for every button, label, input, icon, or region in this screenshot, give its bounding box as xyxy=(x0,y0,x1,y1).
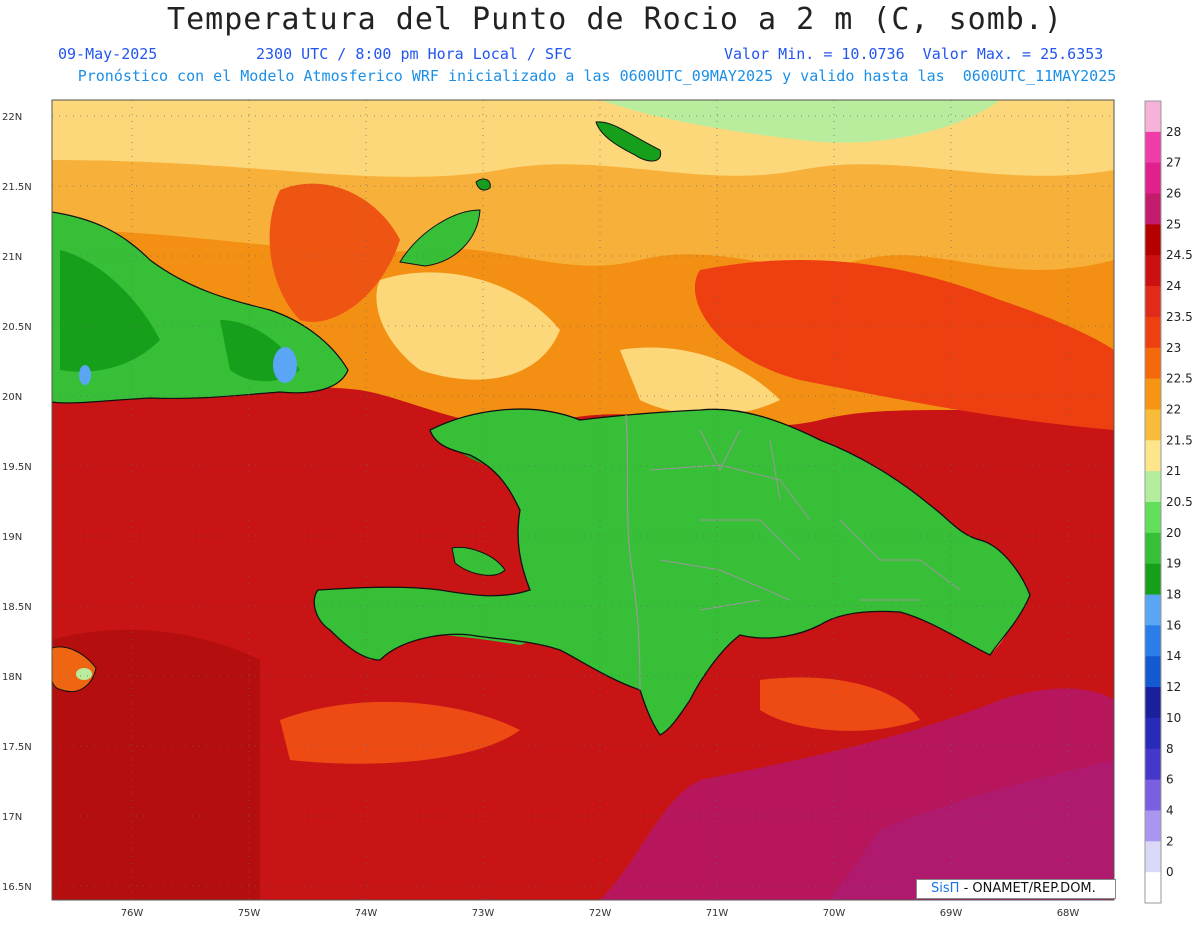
lon-label: 69W xyxy=(940,908,963,919)
lat-label: 19.5N xyxy=(2,462,32,473)
lat-lon-grid xyxy=(52,100,1114,900)
forecast-date: 09-May-2025 xyxy=(58,45,158,63)
colorbar: 2827262524.52423.52322.52221.52120.52019… xyxy=(1144,100,1193,904)
lat-label: 21.5N xyxy=(2,182,32,193)
model-info: Pronóstico con el Modelo Atmosferico WRF… xyxy=(77,67,1117,85)
map-field xyxy=(52,100,1114,900)
latitude-axis: 22N 21.5N 21N 20.5N 20N 19.5N 19N 18.5N … xyxy=(2,112,32,893)
lon-label: 74W xyxy=(355,908,378,919)
colorbar-label: 0 xyxy=(1166,865,1174,879)
colorbar-label: 8 xyxy=(1166,742,1174,756)
colorbar-label: 26 xyxy=(1166,187,1181,201)
colorbar-label: 4 xyxy=(1166,803,1174,817)
lat-label: 19N xyxy=(2,532,22,543)
colorbar-swatch xyxy=(1145,316,1161,349)
colorbar-swatch xyxy=(1145,841,1161,873)
lon-label: 72W xyxy=(589,908,612,919)
credit-box: SisΠ - ONAMET/REP.DOM. xyxy=(916,879,1116,899)
colorbar-swatch xyxy=(1145,687,1161,719)
lat-label: 16.5N xyxy=(2,882,32,893)
colorbar-label: 10 xyxy=(1166,711,1181,725)
colorbar-label: 24 xyxy=(1166,279,1181,293)
colorbar-swatch xyxy=(1145,748,1161,781)
lon-label: 76W xyxy=(121,908,144,919)
colorbar-label: 21.5 xyxy=(1166,433,1193,447)
colorbar-label: 23 xyxy=(1166,341,1181,355)
colorbar-label: 21 xyxy=(1166,464,1181,478)
colorbar-swatch xyxy=(1145,378,1161,411)
colorbar-frame xyxy=(1144,100,1162,904)
colorbar-swatch xyxy=(1145,625,1161,657)
lat-label: 18N xyxy=(2,672,22,683)
colorbar-swatch xyxy=(1145,779,1161,812)
credit-text: - ONAMET/REP.DOM. xyxy=(963,881,1096,896)
colorbar-swatch xyxy=(1145,347,1161,380)
colorbar-swatch xyxy=(1145,131,1161,164)
lat-label: 18.5N xyxy=(2,602,32,613)
lat-label: 17N xyxy=(2,812,22,823)
min-max-values: Valor Min. = 10.0736 Valor Max. = 25.635… xyxy=(724,45,1104,63)
colorbar-label: 18 xyxy=(1166,588,1181,602)
lat-label: 21N xyxy=(2,252,22,263)
colorbar-label: 12 xyxy=(1166,680,1181,694)
lon-label: 75W xyxy=(238,908,261,919)
colorbar-swatch xyxy=(1145,101,1161,133)
colorbar-swatch xyxy=(1145,872,1161,904)
colorbar-label: 14 xyxy=(1166,649,1181,663)
map-title: Temperatura del Punto de Rocio a 2 m (C,… xyxy=(167,2,1063,37)
colorbar-swatch xyxy=(1145,286,1161,318)
colorbar-swatch xyxy=(1145,563,1161,596)
lon-label: 73W xyxy=(472,908,495,919)
lon-label: 71W xyxy=(706,908,729,919)
colorbar-label: 20 xyxy=(1166,526,1181,540)
colorbar-label: 28 xyxy=(1166,125,1181,139)
colorbar-swatch xyxy=(1145,502,1161,534)
lat-label: 22N xyxy=(2,112,22,123)
colorbar-swatch xyxy=(1145,193,1161,225)
colorbar-swatch xyxy=(1145,440,1161,472)
colorbar-label: 2 xyxy=(1166,834,1174,848)
lat-label: 20N xyxy=(2,392,22,403)
colorbar-label: 16 xyxy=(1166,618,1181,632)
forecast-time: 2300 UTC / 8:00 pm Hora Local / SFC xyxy=(256,45,573,63)
lat-label: 20.5N xyxy=(2,322,32,333)
map-frame xyxy=(51,99,1115,901)
colorbar-swatch xyxy=(1145,810,1161,842)
colorbar-label: 20.5 xyxy=(1166,495,1193,509)
colorbar-swatch xyxy=(1145,224,1161,256)
colorbar-label: 23.5 xyxy=(1166,310,1193,324)
colorbar-label: 6 xyxy=(1166,773,1174,787)
colorbar-swatch xyxy=(1145,594,1161,626)
lon-label: 68W xyxy=(1057,908,1080,919)
longitude-axis: 76W 75W 74W 73W 72W 71W 70W 69W 68W xyxy=(121,908,1080,919)
lat-label: 17.5N xyxy=(2,742,32,753)
colorbar-swatch xyxy=(1145,656,1161,688)
colorbar-label: 22 xyxy=(1166,402,1181,416)
colorbar-label: 27 xyxy=(1166,156,1181,170)
colorbar-label: 25 xyxy=(1166,217,1181,231)
colorbar-swatch xyxy=(1145,255,1161,287)
colorbar-label: 24.5 xyxy=(1166,248,1193,262)
colorbar-swatch xyxy=(1145,471,1161,503)
sispi-logo: SisΠ xyxy=(931,881,960,896)
colorbar-label: 19 xyxy=(1166,557,1181,571)
colorbar-swatch xyxy=(1145,717,1161,750)
lon-label: 70W xyxy=(823,908,846,919)
colorbar-swatch xyxy=(1145,409,1161,441)
colorbar-swatch xyxy=(1145,532,1161,565)
colorbar-swatch xyxy=(1145,162,1161,195)
colorbar-label: 22.5 xyxy=(1166,372,1193,386)
